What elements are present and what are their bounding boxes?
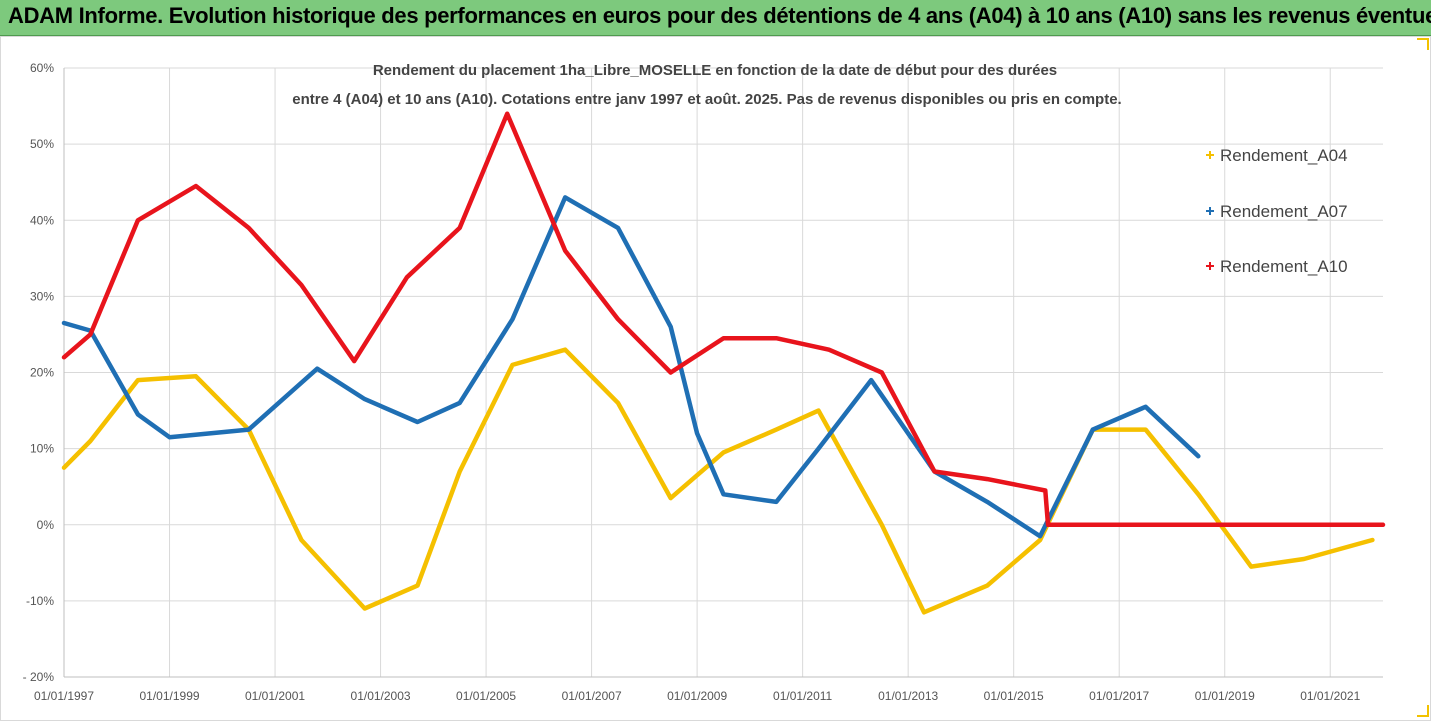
x-tick-label: 01/01/1999	[139, 689, 199, 703]
series-line-rendement-a07	[61, 195, 1201, 539]
resize-handle-bottom-right[interactable]	[1417, 705, 1429, 717]
x-tick-label: 01/01/2013	[878, 689, 938, 703]
page-title: ADAM Informe. Evolution historique des p…	[8, 3, 1431, 28]
legend-entry: Rendement_A04	[1220, 146, 1348, 165]
y-tick-label: 60%	[30, 61, 54, 75]
y-tick-label: 30%	[30, 289, 54, 303]
x-tick-label: 01/01/2021	[1300, 689, 1360, 703]
legend-entry: Rendement_A07	[1220, 202, 1348, 221]
y-tick-label: 10%	[30, 442, 54, 456]
chart-subtitle-line-2: entre 4 (A04) et 10 ans (A10). Cotations…	[292, 91, 1121, 108]
x-tick-label: 01/01/2005	[456, 689, 516, 703]
x-tick-label: 01/01/2007	[562, 689, 622, 703]
chart-subtitle-line-1: Rendement du placement 1ha_Libre_MOSELLE…	[373, 62, 1057, 79]
chart-series	[61, 111, 1386, 615]
x-tick-label: 01/01/2017	[1089, 689, 1149, 703]
title-banner: ADAM Informe. Evolution historique des p…	[0, 0, 1431, 36]
y-tick-label: 20%	[30, 366, 54, 380]
y-tick-label: - 20%	[23, 670, 55, 684]
y-tick-label: -10%	[26, 594, 54, 608]
chart-legend: Rendement_A04 Rendement_A07 Rendement_A10	[1206, 146, 1348, 276]
series-line-rendement-a04	[61, 347, 1375, 615]
series-line-rendement-a10	[61, 111, 1386, 528]
y-tick-label: 40%	[30, 213, 54, 227]
y-tick-label: 0%	[37, 518, 55, 532]
resize-handle-top-right[interactable]	[1417, 38, 1429, 50]
x-tick-label: 01/01/2015	[984, 689, 1044, 703]
x-tick-label: 01/01/2001	[245, 689, 305, 703]
x-axis: 01/01/1997 01/01/1999 01/01/2001 01/01/2003…	[34, 689, 1361, 703]
x-tick-label: 01/01/2019	[1195, 689, 1255, 703]
chart-gridlines	[63, 67, 1383, 678]
x-tick-label: 01/01/2009	[667, 689, 727, 703]
x-tick-label: 01/01/2003	[351, 689, 411, 703]
line-chart: - 20% -10% 0% 10% 20% 30% 40% 50% 60% 01/01/1997…	[23, 61, 1386, 703]
y-tick-label: 50%	[30, 137, 54, 151]
x-tick-label: 01/01/1997	[34, 689, 94, 703]
legend-entry: Rendement_A10	[1220, 257, 1348, 276]
x-tick-label: 01/01/2011	[773, 689, 832, 703]
y-axis: - 20% -10% 0% 10% 20% 30% 40% 50% 60%	[23, 61, 55, 684]
